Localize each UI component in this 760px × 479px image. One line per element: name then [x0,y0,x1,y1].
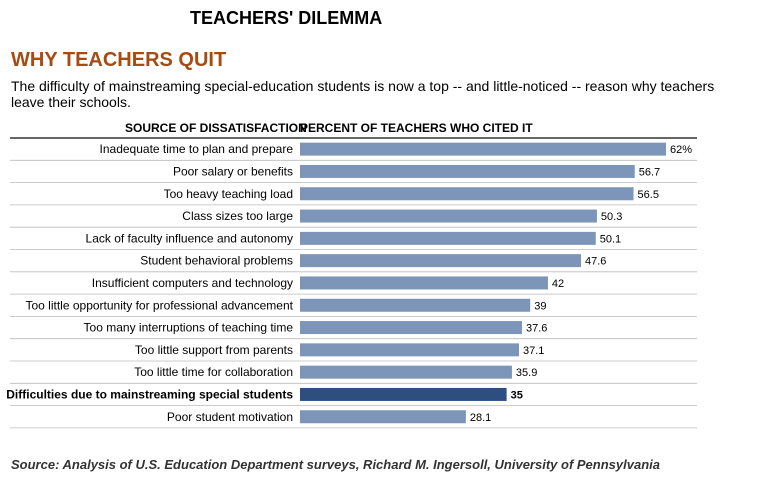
value-label: 50.3 [601,211,622,223]
category-label: Too heavy teaching load [164,187,293,201]
value-label: 37.1 [523,345,544,357]
value-label: 35 [511,389,523,401]
value-label: 56.5 [638,189,659,201]
category-label: Poor salary or benefits [173,164,293,178]
bar [300,298,531,312]
value-label: 35.9 [516,367,537,379]
value-label: 47.6 [585,256,606,268]
chart-title: WHY TEACHERS QUIT [11,49,227,71]
category-label: Too little opportunity for professional … [26,298,294,312]
column-header-percent: PERCENT OF TEACHERS WHO CITED IT [300,121,533,135]
bar [300,321,522,335]
bar [300,209,597,223]
category-label: Lack of faculty influence and autonomy [86,231,293,245]
bar [300,142,666,156]
bar [300,343,520,357]
value-label: 42 [552,278,564,290]
bar [300,254,581,268]
bar [300,231,596,245]
category-label: Inadequate time to plan and prepare [100,142,294,156]
value-label: 37.6 [526,323,547,335]
category-label: Poor student motivation [167,410,293,424]
column-header-source: SOURCE OF DISSATISFACTION [125,121,307,135]
value-label: 56.7 [639,166,660,178]
chart-intro: The difficulty of mainstreaming special-… [11,78,715,110]
source-note: Source: Analysis of U.S. Education Depar… [11,457,660,472]
category-label: Too many interruptions of teaching time [84,321,294,335]
bar [300,187,634,201]
value-label: 62% [670,144,692,156]
category-label: Class sizes too large [182,209,293,223]
value-label: 28.1 [470,412,491,424]
value-label: 50.1 [600,233,621,245]
category-label: Too little time for collaboration [134,365,293,379]
bar [300,164,635,178]
bar [300,276,548,290]
category-label: Difficulties due to mainstreaming specia… [6,387,293,401]
bar [300,365,512,379]
bar [300,387,507,401]
bar [300,410,466,424]
category-label: Student behavioral problems [140,254,293,268]
page-title: TEACHERS' DILEMMA [190,8,383,28]
category-label: Too little support from parents [135,343,293,357]
value-label: 39 [534,300,546,312]
category-label: Insufficient computers and technology [92,276,293,290]
